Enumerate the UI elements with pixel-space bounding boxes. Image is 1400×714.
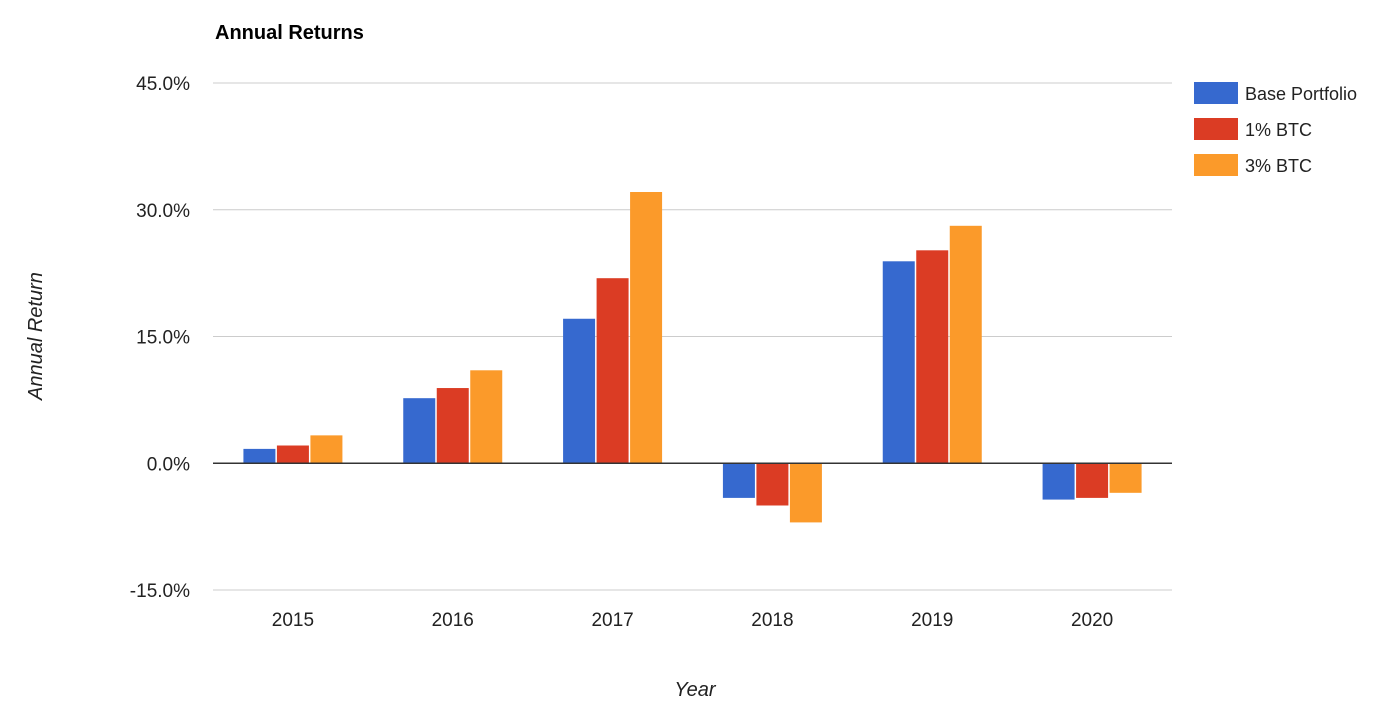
bar [596,278,629,464]
bar [882,261,915,464]
bar [949,225,982,464]
legend: Base Portfolio 1% BTC 3% BTC [1194,82,1357,176]
x-axis-title: Year [674,679,716,701]
legend-label: 3% BTC [1245,156,1312,176]
bar [1076,463,1109,498]
x-tick-label: 2015 [272,610,314,631]
y-tick-label: 45.0% [136,74,190,95]
x-tick-label: 2017 [591,610,633,631]
bar [789,463,822,523]
bar [916,250,949,464]
x-tick-label: 2019 [911,610,953,631]
bar [276,445,309,464]
y-tick-label: 0.0% [147,454,190,475]
bar [630,192,663,464]
legend-swatch [1194,154,1238,176]
bar [436,388,469,464]
legend-label: Base Portfolio [1245,84,1357,104]
y-axis-title: Annual Return [25,272,47,401]
bar [470,370,503,464]
y-tick-label: -15.0% [130,581,190,602]
bars [243,192,1142,523]
gridlines [213,82,1172,591]
y-tick-label: 15.0% [136,328,190,349]
bar [1109,463,1142,493]
bar [756,463,789,506]
x-tick-label: 2016 [432,610,474,631]
chart-title: Annual Returns [215,22,364,44]
legend-swatch [1194,82,1238,104]
y-tick-label: 30.0% [136,201,190,222]
y-axis-ticks: -15.0% 0.0% 15.0% 30.0% 45.0% [130,74,190,602]
bar [722,463,755,498]
bar [243,448,276,464]
x-tick-label: 2018 [751,610,793,631]
legend-swatch [1194,118,1238,140]
legend-label: 1% BTC [1245,120,1312,140]
bar [310,435,343,464]
x-tick-label: 2020 [1071,610,1113,631]
bar [563,318,596,464]
bar [1042,463,1075,500]
bar [403,398,436,464]
x-axis-ticks: 2015 2016 2017 2018 2019 2020 [272,610,1113,631]
